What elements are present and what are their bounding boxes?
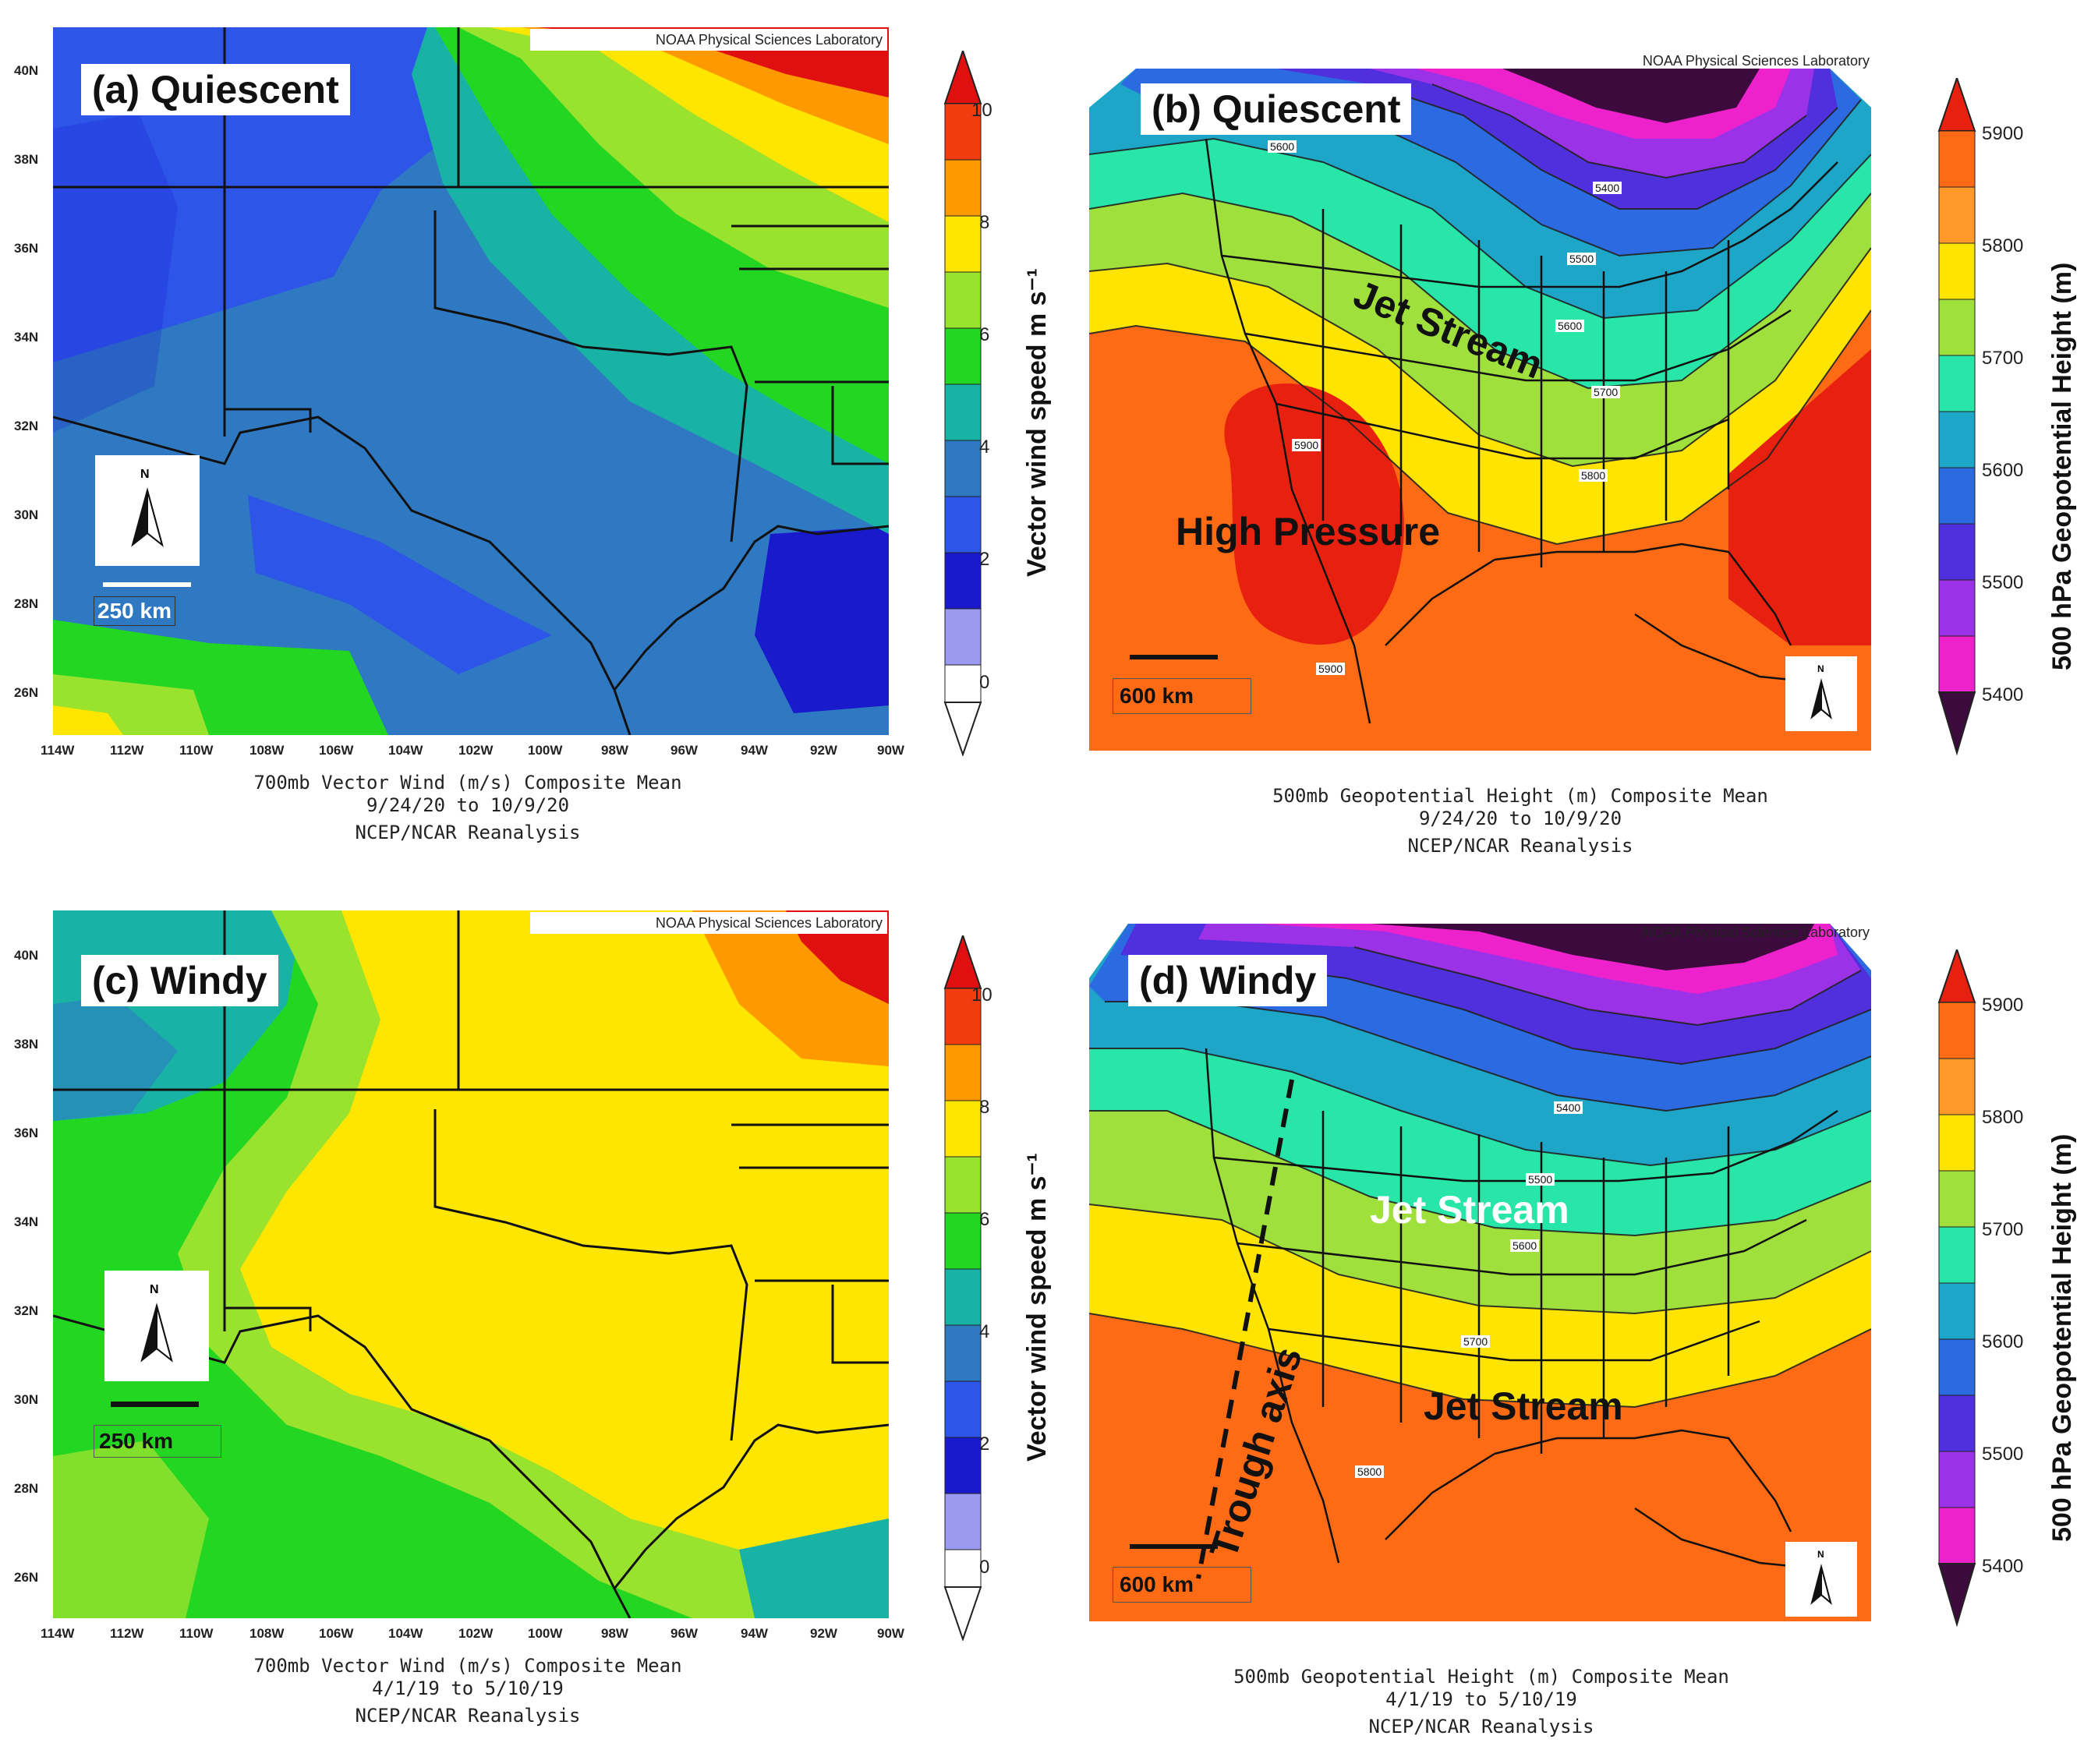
caption-d: 500mb Geopotential Height (m) Composite …: [1233, 1666, 1729, 1737]
contour-label-b-5900b: 5900: [1316, 663, 1346, 675]
height-tick-d-5700: 5700: [1982, 1219, 2024, 1240]
compass-n-c: N: [150, 1283, 159, 1296]
contour-label-b-5900a: 5900: [1292, 439, 1321, 451]
height-tick-b-5700: 5700: [1982, 348, 2024, 369]
wind-tick-c-2: 2: [979, 1433, 990, 1455]
height-tick-b-5800: 5800: [1982, 235, 2024, 256]
height-tick-b-5400: 5400: [1982, 684, 2024, 705]
height-tick-d-5900: 5900: [1982, 995, 2024, 1016]
height-map-windy: [1089, 924, 1871, 1621]
caption-a: 700mb Vector Wind (m/s) Composite Mean 9…: [253, 772, 682, 843]
height-colorbar-title-b: 500 hPa Geopotential Height (m): [2047, 262, 2077, 670]
compass-a: [95, 455, 200, 566]
contour-label-b-5800: 5800: [1579, 469, 1608, 482]
annotation-high-pressure-b: High Pressure: [1176, 510, 1441, 553]
source-label-a: NOAA Physical Sciences Laboratory: [530, 29, 887, 51]
panel-label-b: (b) Quiescent: [1141, 83, 1412, 135]
contour-label-d-5800: 5800: [1355, 1465, 1385, 1478]
height-colorbar-title-d: 500 hPa Geopotential Height (m): [2047, 1133, 2077, 1542]
height-tick-b-5500: 5500: [1982, 572, 2024, 593]
wind-tick-c-10: 10: [971, 985, 992, 1006]
annotation-jet-stream-d1: Jet Stream: [1370, 1188, 1569, 1232]
height-tick-b-5900: 5900: [1982, 123, 2024, 144]
contour-label-d-5600: 5600: [1510, 1239, 1540, 1252]
wind-tick-c-4: 4: [979, 1321, 990, 1342]
wind-tick-a-8: 8: [979, 212, 990, 233]
wind-tick-a-10: 10: [971, 100, 992, 121]
contour-label-b-5700: 5700: [1591, 386, 1621, 398]
annotation-jet-stream-d2: Jet Stream: [1424, 1384, 1623, 1428]
scale-label-c: 250 km: [94, 1425, 221, 1458]
scale-label-a: 250 km: [94, 596, 175, 626]
x-ticks-a: 114W 112W 110W 108W 106W 104W 102W 100W …: [41, 743, 904, 758]
caption-c: 700mb Vector Wind (m/s) Composite Mean 4…: [253, 1655, 682, 1727]
scale-bar-c: [111, 1402, 199, 1407]
compass-d: [1785, 1542, 1857, 1617]
y-ticks-c: 40N 38N 36N 34N 32N 30N 28N 26N: [14, 948, 39, 1585]
wind-colorbar-a: [943, 48, 982, 758]
contour-label-d-5700: 5700: [1461, 1335, 1491, 1348]
height-tick-d-5500: 5500: [1982, 1444, 2024, 1465]
x-ticks-c: 114W 112W 110W 108W 106W 104W 102W 100W …: [41, 1626, 904, 1641]
contour-label-b-5500: 5500: [1567, 253, 1597, 265]
contour-label-d-5500: 5500: [1526, 1173, 1555, 1186]
contour-label-b-5400: 5400: [1593, 182, 1622, 194]
wind-colorbar-title-a: Vector wind speed m s⁻¹: [1022, 268, 1052, 577]
wind-tick-c-6: 6: [979, 1209, 990, 1230]
wind-tick-c-0: 0: [979, 1557, 990, 1578]
wind-tick-a-4: 4: [979, 437, 990, 458]
height-tick-b-5600: 5600: [1982, 460, 2024, 481]
contour-label-b-5600a: 5600: [1268, 140, 1297, 153]
scale-bar-a: [103, 582, 191, 587]
compass-n-a: N: [140, 468, 150, 481]
scale-label-b: 600 km: [1113, 678, 1251, 714]
wind-tick-c-8: 8: [979, 1097, 990, 1118]
compass-n-b: N: [1817, 663, 1824, 674]
height-colorbar-b: [1937, 75, 1976, 756]
panel-label-a: (a) Quiescent: [81, 64, 350, 115]
scale-bar-b: [1130, 655, 1218, 659]
panel-label-c: (c) Windy: [81, 955, 278, 1006]
height-tick-d-5400: 5400: [1982, 1556, 2024, 1577]
wind-map-quiescent: [53, 27, 889, 735]
height-colorbar-d: [1937, 946, 1976, 1628]
source-label-c: NOAA Physical Sciences Laboratory: [530, 912, 887, 934]
caption-b: 500mb Geopotential Height (m) Composite …: [1272, 785, 1768, 857]
source-label-d: NOAA Physical Sciences Laboratory: [1642, 924, 1870, 940]
height-tick-d-5800: 5800: [1982, 1107, 2024, 1128]
compass-b: [1785, 656, 1857, 731]
source-label-b: NOAA Physical Sciences Laboratory: [1642, 53, 1870, 69]
height-map-quiescent: [1089, 53, 1871, 751]
contour-label-b-5600b: 5600: [1555, 320, 1585, 332]
height-tick-d-5600: 5600: [1982, 1331, 2024, 1352]
wind-map-windy: [53, 910, 889, 1618]
wind-tick-a-6: 6: [979, 324, 990, 345]
scale-label-d: 600 km: [1113, 1567, 1251, 1603]
wind-colorbar-c: [943, 932, 982, 1642]
wind-tick-a-0: 0: [979, 672, 990, 693]
y-ticks-a: 40N 38N 36N 34N 32N 30N 28N 26N: [14, 63, 39, 700]
contour-label-d-5400: 5400: [1554, 1101, 1583, 1114]
wind-colorbar-title-c: Vector wind speed m s⁻¹: [1022, 1153, 1052, 1462]
compass-c: [104, 1271, 209, 1381]
wind-tick-a-2: 2: [979, 549, 990, 570]
panel-label-d: (d) Windy: [1128, 955, 1328, 1006]
scale-bar-d: [1130, 1544, 1218, 1549]
compass-n-d: N: [1817, 1549, 1824, 1560]
